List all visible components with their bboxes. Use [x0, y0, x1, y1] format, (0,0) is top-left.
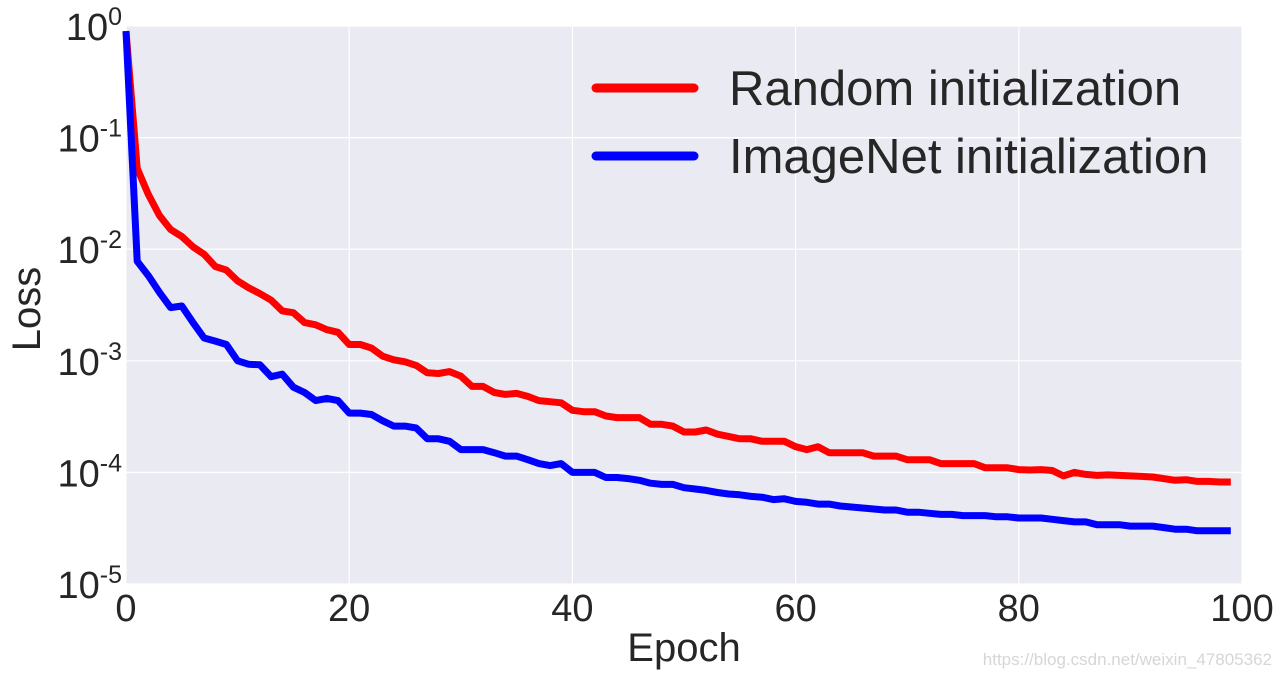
legend: Random initialization ImageNet initializa… — [591, 62, 1208, 184]
legend-label-1: ImageNet initialization — [729, 130, 1208, 184]
y-tick-label-5: 10-5 — [57, 561, 122, 607]
y-tick-label-4: 10-4 — [57, 449, 122, 495]
x-axis-label: Epoch — [627, 626, 740, 670]
y-axis-label: Loss — [5, 267, 49, 352]
series-line-0 — [122, 30, 1231, 486]
x-tick-label-4: 80 — [998, 588, 1040, 630]
x-tick-label-5: 100 — [1210, 588, 1273, 630]
x-tick-label-2: 40 — [551, 588, 593, 630]
y-tick-label-0: 100 — [66, 3, 122, 49]
legend-label-0: Random initialization — [729, 62, 1181, 116]
x-tick-label-0: 0 — [115, 588, 136, 630]
x-tick-label-3: 60 — [774, 588, 816, 630]
y-tick-label-3: 10-3 — [57, 338, 122, 384]
y-tick-labels: 100 10-1 10-2 10-3 10-4 10-5 — [57, 3, 122, 607]
watermark: https://blog.csdn.net/weixin_47805362 — [983, 650, 1272, 669]
series-lines — [122, 30, 1231, 535]
y-tick-label-2: 10-2 — [57, 226, 122, 272]
series-line-1 — [122, 30, 1231, 535]
x-tick-label-1: 20 — [328, 588, 370, 630]
x-tick-labels: 0 20 40 60 80 100 — [115, 588, 1273, 630]
y-tick-label-1: 10-1 — [57, 115, 122, 161]
